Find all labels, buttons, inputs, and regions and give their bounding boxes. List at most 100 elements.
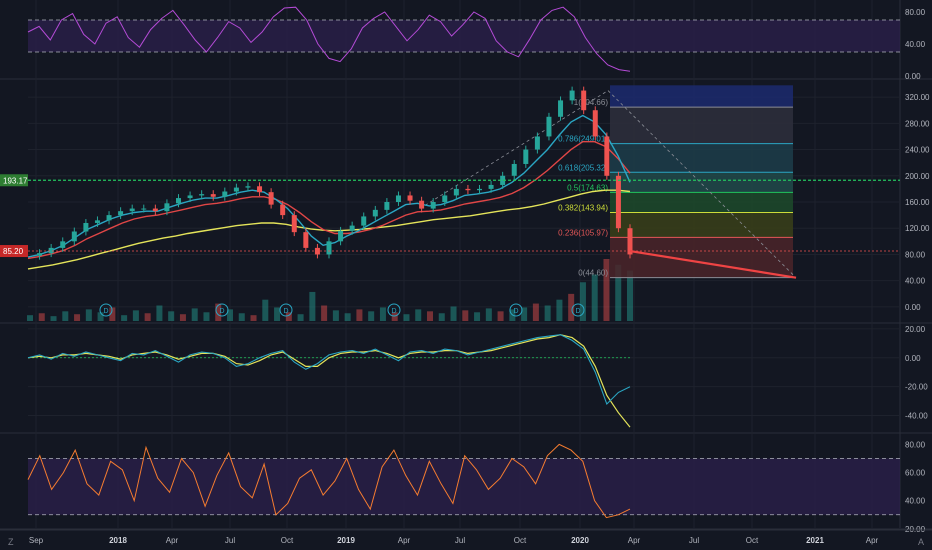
fib-band xyxy=(610,212,793,238)
time-axis-label: 2021 xyxy=(806,536,824,545)
volume-bar xyxy=(544,305,551,321)
axis-mode-z[interactable]: Z xyxy=(8,537,14,547)
volume-bar xyxy=(474,312,481,321)
volume-bar xyxy=(415,309,422,321)
candle-body xyxy=(430,202,436,209)
time-axis-label: Jul xyxy=(455,536,465,545)
volume-bar xyxy=(356,309,363,321)
candle-body xyxy=(326,241,332,255)
volume-bar xyxy=(591,274,598,321)
rsi-bottom-tick: 20.00 xyxy=(905,525,926,534)
oscillator-tick: 20.00 xyxy=(905,325,926,334)
volume-bar xyxy=(579,282,586,321)
volume-bar xyxy=(568,293,575,321)
rsi-bottom-tick: 60.00 xyxy=(905,469,926,478)
volume-bar xyxy=(603,259,610,321)
candle-body xyxy=(291,215,297,233)
rsi-top-pane[interactable] xyxy=(27,6,900,72)
volume-bar xyxy=(615,264,622,321)
volume-bar xyxy=(450,306,457,321)
fib-label: 0.5(174.63) xyxy=(567,183,608,192)
dividend-label: D xyxy=(575,308,580,315)
trend-line-down xyxy=(607,90,797,278)
rsi-top-tick: 40.00 xyxy=(905,40,926,49)
price-tick: 320.00 xyxy=(905,93,930,102)
volume-bar xyxy=(285,312,292,321)
volume-bar xyxy=(156,305,163,321)
price-tick: 200.00 xyxy=(905,172,930,181)
volume-bar xyxy=(274,307,281,321)
rsi-bottom-band xyxy=(28,458,900,515)
candle-body xyxy=(245,186,251,188)
volume-bar xyxy=(403,314,410,321)
candle-body xyxy=(141,208,147,210)
oscillator-pane[interactable] xyxy=(27,334,631,428)
volume-bar xyxy=(391,312,398,321)
time-axis-label: Sep xyxy=(29,536,44,545)
volume-bar xyxy=(250,315,257,321)
volume-bar xyxy=(262,299,269,321)
candle-body xyxy=(615,175,621,229)
volume-bar xyxy=(332,310,339,321)
candle-body xyxy=(60,241,66,248)
rsi-bottom-pane[interactable] xyxy=(27,443,900,519)
candle-body xyxy=(187,195,193,199)
candle-body xyxy=(199,194,205,196)
candle-body xyxy=(558,100,564,117)
price-tick: 240.00 xyxy=(905,146,930,155)
dividend-marker xyxy=(99,303,113,317)
candle-body xyxy=(477,188,482,191)
time-axis-label: Oct xyxy=(746,536,759,545)
candle-body xyxy=(338,230,344,242)
fib-label: 0.786(249.01) xyxy=(558,135,608,144)
dividend-label: D xyxy=(513,308,518,315)
candle-body xyxy=(372,209,378,217)
dividend-marker xyxy=(279,303,293,317)
volume-bar xyxy=(344,313,351,321)
price-axis[interactable]: 80.00 40.00 0.00 320.00 280.00 240.00 200.00 16… xyxy=(905,8,930,534)
time-axis[interactable]: Sep 2018 Apr Jul Oct 2019 Apr Jul Oct 2020 Apr Jul O… xyxy=(0,529,932,545)
dividend-marker xyxy=(571,303,585,317)
fib-band xyxy=(610,107,793,144)
oscillator-tick: -40.00 xyxy=(905,412,928,421)
dividend-marker xyxy=(215,303,229,317)
rsi-bottom-tick: 80.00 xyxy=(905,440,926,449)
candle-body xyxy=(268,192,274,205)
volume-bar xyxy=(627,270,633,321)
rsi-top-band xyxy=(28,20,900,52)
price-tick: 120.00 xyxy=(905,224,930,233)
candle-body xyxy=(395,195,401,202)
volume-bar xyxy=(27,315,33,321)
ma-mid xyxy=(27,141,631,260)
volume-bar xyxy=(379,307,386,321)
candle-body xyxy=(407,195,413,201)
price-pane[interactable]: 1(304.66) 0.786(249.01) 0.618(205.32) 0.5(1… xyxy=(0,85,900,321)
price-tick: 280.00 xyxy=(905,119,930,128)
candle-body xyxy=(303,232,309,248)
volume-bar xyxy=(321,305,328,321)
fib-band xyxy=(610,237,793,278)
volume-bar xyxy=(309,291,316,321)
fib-label: 1(304.66) xyxy=(574,98,609,107)
candle-body xyxy=(222,191,228,197)
projection-line xyxy=(629,249,797,279)
volume-bar xyxy=(121,315,128,321)
volume-bar xyxy=(62,311,69,321)
volume-bar xyxy=(427,311,433,321)
fib-label: 0.382(143.94) xyxy=(558,204,608,213)
time-axis-label: 2020 xyxy=(571,536,589,545)
fib-label: 0.236(105.97) xyxy=(558,228,608,237)
axis-mode-a[interactable]: A xyxy=(918,537,925,547)
candle-body xyxy=(361,216,367,226)
rsi-top-series xyxy=(27,6,631,72)
volume-bar xyxy=(438,313,445,321)
volume-bar xyxy=(203,312,210,321)
dividend-label: D xyxy=(391,308,396,315)
candle-body xyxy=(118,211,124,216)
candle-body xyxy=(233,187,239,192)
time-axis-label: Oct xyxy=(514,536,527,545)
volume-bar xyxy=(97,312,104,321)
fib-label: 0.618(205.32) xyxy=(558,163,608,172)
volume-bar xyxy=(109,307,116,321)
price-tick: 80.00 xyxy=(905,250,926,259)
